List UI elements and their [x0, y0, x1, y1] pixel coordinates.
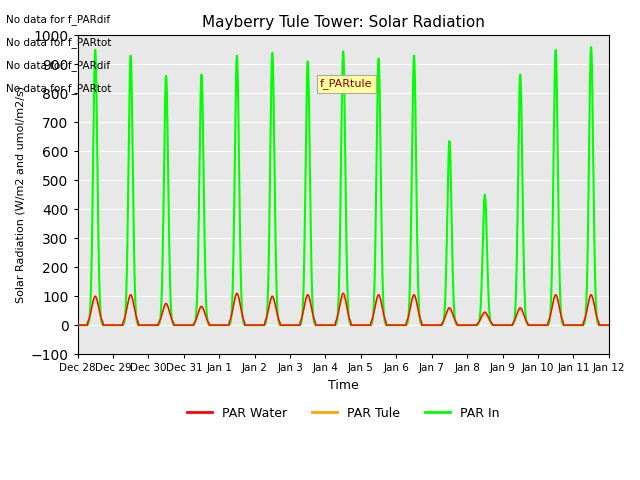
Title: Mayberry Tule Tower: Solar Radiation: Mayberry Tule Tower: Solar Radiation	[202, 15, 484, 30]
X-axis label: Time: Time	[328, 379, 358, 392]
Text: No data for f_PARdif: No data for f_PARdif	[6, 60, 111, 71]
Y-axis label: Solar Radiation (W/m2 and umol/m2/s): Solar Radiation (W/m2 and umol/m2/s)	[15, 86, 25, 303]
Text: No data for f_PARdif: No data for f_PARdif	[6, 13, 111, 24]
Text: f_PARtule: f_PARtule	[320, 78, 372, 89]
Text: No data for f_PARtot: No data for f_PARtot	[6, 83, 112, 94]
Legend: PAR Water, PAR Tule, PAR In: PAR Water, PAR Tule, PAR In	[182, 402, 504, 425]
Text: No data for f_PARtot: No data for f_PARtot	[6, 36, 112, 48]
